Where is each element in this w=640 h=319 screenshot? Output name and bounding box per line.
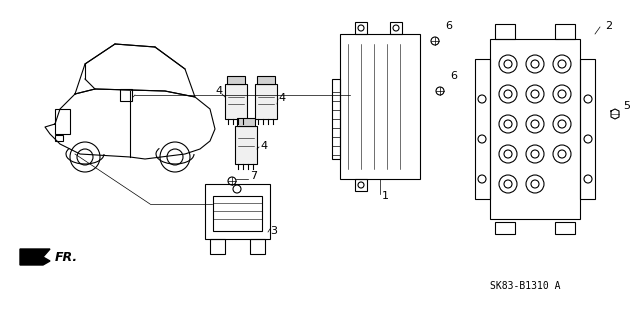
Text: 6: 6 <box>445 21 452 31</box>
Bar <box>225 84 247 119</box>
Bar <box>235 126 257 164</box>
Bar <box>237 118 255 126</box>
Bar <box>490 39 580 219</box>
Text: 1: 1 <box>381 191 388 201</box>
Bar <box>205 184 270 239</box>
Bar <box>213 196 262 231</box>
Bar <box>475 59 490 199</box>
Text: 4: 4 <box>215 86 222 96</box>
Bar <box>250 239 265 254</box>
Bar <box>580 59 595 199</box>
Bar <box>355 22 367 34</box>
Bar <box>120 89 132 101</box>
Text: 3: 3 <box>270 226 277 236</box>
Text: 6: 6 <box>450 71 457 81</box>
Bar <box>495 24 515 39</box>
Text: 4: 4 <box>260 141 267 151</box>
Text: SK83-B1310 A: SK83-B1310 A <box>490 281 561 291</box>
Bar <box>55 109 70 134</box>
Polygon shape <box>20 249 50 265</box>
Text: 4: 4 <box>278 93 285 103</box>
Text: 2: 2 <box>605 21 612 31</box>
Text: 7: 7 <box>250 171 257 181</box>
Bar <box>257 76 275 84</box>
Bar <box>555 24 575 39</box>
Bar <box>255 84 277 119</box>
Bar <box>495 222 515 234</box>
Text: FR.: FR. <box>55 251 78 264</box>
Bar <box>227 76 245 84</box>
Bar <box>340 34 420 179</box>
Bar <box>210 239 225 254</box>
Bar <box>55 135 63 141</box>
Bar <box>355 179 367 191</box>
Bar <box>332 79 340 159</box>
Text: 5: 5 <box>623 101 630 111</box>
Bar <box>555 222 575 234</box>
Bar <box>390 22 402 34</box>
